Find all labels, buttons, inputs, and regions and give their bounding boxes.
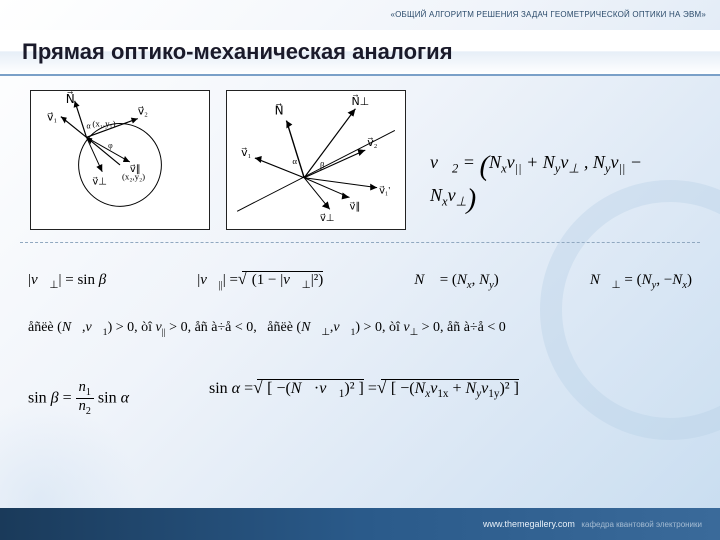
equation-main: v⃗2 = (Nxv|| + Nyv⊥ , Nyv|| − Nxv⊥) bbox=[430, 150, 690, 216]
eq-1c: N⃗ = (Nx, Ny) bbox=[414, 272, 499, 291]
svg-text:v⃗₁: v⃗₁ bbox=[241, 147, 251, 159]
svg-text:v⃗⊥: v⃗⊥ bbox=[92, 177, 106, 188]
svg-text:(x₂,y₂): (x₂,y₂) bbox=[122, 172, 145, 182]
svg-text:v⃗₂: v⃗₂ bbox=[367, 137, 377, 149]
svg-text:v⃗₁': v⃗₁' bbox=[379, 186, 390, 197]
eq-1a: |v⃗⊥| = sin β bbox=[28, 272, 106, 291]
svg-text:v⃗⊥: v⃗⊥ bbox=[320, 213, 334, 224]
svg-text:N⃗: N⃗ bbox=[66, 91, 75, 106]
equation-row-3: sin β = n1n2 sin α sin α = [ −(N⃗·v⃗1)² … bbox=[28, 380, 692, 418]
svg-text:N⃗⊥: N⃗⊥ bbox=[351, 94, 369, 108]
diagram-left: N⃗ v⃗₁ v⃗₂ v⃗∥ v⃗⊥ (x₁,y₁) φ α (x₂,y₂) bbox=[30, 90, 210, 230]
svg-text:N⃗: N⃗ bbox=[275, 103, 284, 118]
diagram-right: N⃗ N⃗⊥ v⃗₁ v⃗₂ v⃗₁' v⃗⊥ v⃗∥ α β bbox=[226, 90, 406, 230]
page-title: Прямая оптико-механическая аналогия bbox=[22, 39, 453, 65]
footer-text: www.themegallery.com кафедра квантовой э… bbox=[483, 519, 702, 529]
equation-row-2: åñëè (N⃗,v⃗1) > 0, òî v|| > 0, åñ à÷å < … bbox=[28, 320, 692, 338]
svg-text:v⃗₂: v⃗₂ bbox=[138, 106, 148, 118]
svg-text:v⃗∥: v⃗∥ bbox=[350, 201, 361, 212]
equation-row-1: |v⃗⊥| = sin β |v⃗||| = (1 − |v⃗⊥|²) N⃗ =… bbox=[28, 272, 692, 291]
slide: «ОБЩИЙ АЛГОРИТМ РЕШЕНИЯ ЗАДАЧ ГЕОМЕТРИЧЕ… bbox=[0, 0, 720, 540]
header-breadcrumb: «ОБЩИЙ АЛГОРИТМ РЕШЕНИЯ ЗАДАЧ ГЕОМЕТРИЧЕ… bbox=[0, 0, 720, 28]
eq-3a: sin β = n1n2 sin α bbox=[28, 380, 129, 418]
breadcrumb-text: «ОБЩИЙ АЛГОРИТМ РЕШЕНИЯ ЗАДАЧ ГЕОМЕТРИЧЕ… bbox=[390, 10, 706, 19]
eq-1b: |v⃗||| = (1 − |v⃗⊥|²) bbox=[197, 272, 323, 291]
dashed-divider bbox=[20, 242, 700, 243]
svg-text:α: α bbox=[292, 156, 297, 166]
eq-1d: N⃗⊥ = (Ny, −Nx) bbox=[590, 272, 692, 291]
svg-text:β: β bbox=[320, 160, 325, 170]
footer-bar: www.themegallery.com кафедра квантовой э… bbox=[0, 508, 720, 540]
svg-text:v⃗₁: v⃗₁ bbox=[47, 112, 57, 124]
eq-2a: åñëè (N⃗,v⃗1) > 0, òî v|| > 0, åñ à÷å < … bbox=[28, 320, 506, 338]
footer-url: www.themegallery.com bbox=[483, 519, 575, 529]
footer-sub: кафедра квантовой электроники bbox=[581, 520, 702, 529]
title-bar: Прямая оптико-механическая аналогия bbox=[0, 30, 720, 76]
content-area: N⃗ v⃗₁ v⃗₂ v⃗∥ v⃗⊥ (x₁,y₁) φ α (x₂,y₂) bbox=[30, 90, 690, 492]
svg-text:α: α bbox=[86, 121, 90, 130]
eq-3b: sin α = [ −(N⃗·v⃗1)² ] = [ −(Nxv1x + Nyv… bbox=[209, 380, 519, 418]
svg-text:(x₁,y₁): (x₁,y₁) bbox=[92, 118, 115, 128]
svg-text:φ: φ bbox=[108, 141, 113, 150]
